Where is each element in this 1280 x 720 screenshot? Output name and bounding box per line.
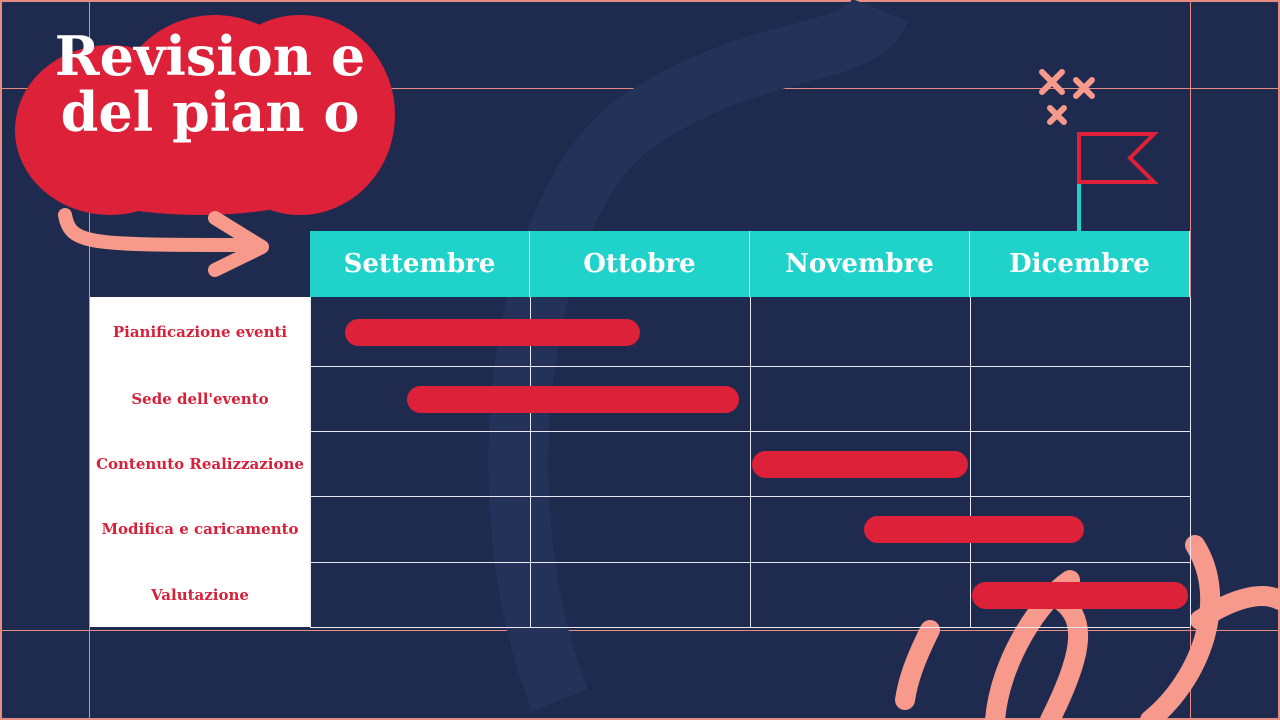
flag-icon — [1077, 132, 1159, 231]
title-blob — [15, 15, 395, 215]
grid-line — [970, 297, 971, 627]
guide-line — [89, 0, 90, 720]
task-label: Contenuto Realizzazione — [90, 431, 310, 496]
task-bar — [752, 450, 968, 478]
guide-line — [0, 0, 1280, 2]
task-label: Modifica e caricamento — [90, 496, 310, 562]
task-label: Sede dell'evento — [90, 366, 310, 431]
guide-line — [0, 630, 1280, 631]
scribble-decoration — [895, 535, 1280, 720]
guide-line — [1278, 0, 1280, 720]
month-header: Novembre — [750, 231, 970, 297]
guide-line — [0, 718, 1280, 720]
task-bar — [864, 516, 1085, 543]
grid-line — [310, 297, 311, 627]
background-swirl — [488, 0, 908, 712]
grid-line — [750, 297, 751, 627]
sparkle-icon — [1039, 69, 1095, 125]
grid-line — [1190, 297, 1191, 627]
task-label: Pianificazione eventi — [90, 297, 310, 366]
task-bar — [345, 318, 640, 346]
arrow-icon — [58, 208, 269, 277]
task-label: Valutazione — [90, 562, 310, 627]
month-header: Dicembre — [970, 231, 1190, 297]
guide-line — [0, 0, 2, 720]
task-bar — [406, 385, 739, 413]
month-header: Settembre — [310, 231, 530, 297]
grid-line — [310, 627, 1190, 628]
task-bar — [972, 581, 1188, 609]
month-header: Ottobre — [530, 231, 750, 297]
page-title: Revision e del pian o — [54, 24, 366, 144]
grid-line — [530, 297, 531, 627]
